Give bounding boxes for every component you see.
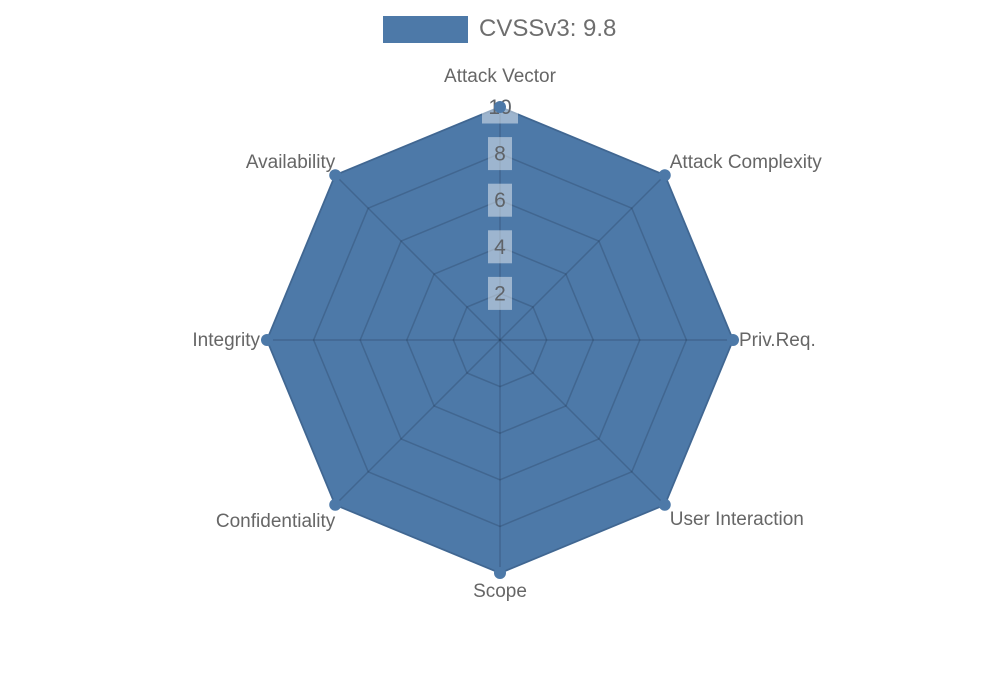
- vertex-marker: [261, 334, 273, 346]
- axis-label-priv-req: Priv.Req.: [739, 330, 816, 351]
- axis-label-attack-complexity: Attack Complexity: [670, 152, 823, 173]
- vertex-marker: [658, 169, 671, 182]
- tick-label-box: [488, 137, 512, 171]
- tick-label: 6: [494, 189, 506, 212]
- vertex-marker: [494, 567, 506, 579]
- axis-spoke: [499, 339, 666, 506]
- axis-label-availability: Availability: [246, 152, 336, 173]
- tick-label-box: [488, 230, 512, 264]
- vertex-marker: [658, 498, 671, 511]
- legend-swatch: [383, 15, 468, 43]
- grid-ring: [312, 152, 688, 528]
- grid-ring: [452, 292, 548, 388]
- vertex-marker: [329, 169, 342, 182]
- legend: CVSSv3: 9.8: [383, 15, 616, 43]
- vertex-marker: [494, 101, 506, 113]
- axis-label-user-interaction: User Interaction: [670, 509, 804, 530]
- tick-label: 2: [494, 282, 506, 305]
- legend-label: CVSSv3: 9.8: [479, 15, 617, 42]
- axis-spoke: [334, 339, 501, 506]
- tick-label-box: [488, 183, 512, 217]
- axis-spoke: [499, 174, 666, 341]
- grid-ring: [405, 245, 595, 435]
- tick-label-box: [488, 276, 512, 310]
- tick-label: 4: [494, 236, 506, 259]
- vertex-marker: [329, 498, 342, 511]
- axis-label-scope: Scope: [473, 581, 527, 602]
- axis-label-confidentiality: Confidentiality: [216, 511, 336, 532]
- vertex-marker: [727, 334, 739, 346]
- axis-spoke: [334, 174, 501, 341]
- grid-ring: [359, 199, 641, 481]
- axis-label-integrity: Integrity: [192, 330, 260, 351]
- tick-label: 8: [494, 143, 506, 166]
- axis-label-attack-vector: Attack Vector: [444, 66, 557, 87]
